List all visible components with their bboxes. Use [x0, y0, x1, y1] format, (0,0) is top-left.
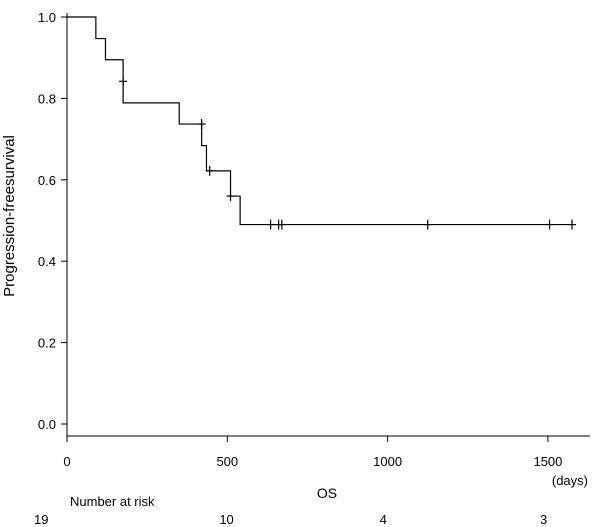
- risk-count: 3: [539, 512, 548, 527]
- risk-count: 10: [219, 512, 234, 527]
- axes: [66, 13, 590, 437]
- x-axis-label: OS: [317, 485, 337, 501]
- risk-count: 19: [34, 512, 49, 527]
- censor-marks: [119, 76, 576, 230]
- y-tick-label: 0.6: [38, 173, 56, 188]
- x-axis-unit-label: (days): [552, 473, 588, 488]
- y-tick-label: 1.0: [38, 10, 56, 25]
- y-tick-label: 0.0: [38, 417, 56, 432]
- risk-count: 4: [379, 512, 387, 527]
- y-tick-label: 0.8: [38, 91, 56, 106]
- x-tick-label: 0: [63, 454, 70, 469]
- y-axis-label: Progression-freesurvival: [1, 135, 18, 297]
- risk-table-title: Number at risk: [70, 494, 155, 509]
- x-tick-label: 1500: [533, 454, 562, 469]
- y-tick-label: 0.2: [38, 336, 56, 351]
- x-tick-label: 1000: [373, 454, 402, 469]
- y-tick-label: 0.4: [38, 254, 56, 269]
- x-ticks: 0 500 1000 1500: [63, 436, 562, 469]
- x-tick-label: 500: [216, 454, 238, 469]
- survival-curve: [67, 16, 574, 226]
- y-ticks: 0.0 0.2 0.4 0.6 0.8 1.0: [38, 10, 67, 432]
